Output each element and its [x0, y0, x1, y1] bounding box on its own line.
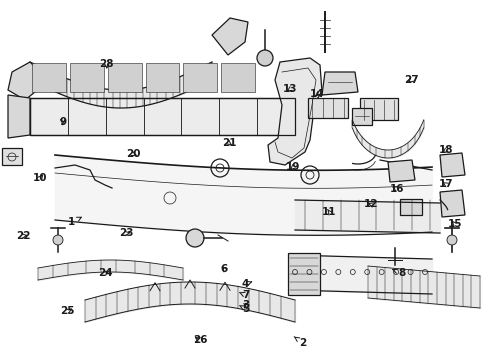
Bar — [288, 253, 320, 295]
Text: 27: 27 — [404, 75, 419, 85]
Text: 17: 17 — [439, 179, 453, 189]
Text: 28: 28 — [99, 59, 114, 69]
Bar — [30, 98, 295, 135]
Text: 20: 20 — [126, 149, 141, 159]
Bar — [221, 63, 255, 92]
Bar — [70, 63, 104, 92]
Bar — [30, 98, 295, 135]
Text: 11: 11 — [322, 207, 337, 217]
Bar — [183, 63, 217, 92]
Text: 3: 3 — [243, 300, 249, 310]
Polygon shape — [212, 18, 248, 55]
Bar — [108, 63, 142, 92]
Text: 25: 25 — [60, 306, 75, 316]
Text: 1: 1 — [68, 217, 81, 228]
Text: 10: 10 — [33, 173, 48, 183]
Polygon shape — [8, 62, 40, 100]
Text: 8: 8 — [392, 268, 405, 278]
Text: 21: 21 — [222, 138, 237, 148]
Text: 4: 4 — [241, 279, 252, 289]
Text: 6: 6 — [221, 264, 228, 274]
Text: 9: 9 — [59, 117, 66, 127]
Polygon shape — [352, 108, 372, 125]
Text: 2: 2 — [294, 337, 306, 348]
Polygon shape — [268, 58, 322, 165]
Text: 26: 26 — [193, 335, 207, 345]
Text: 22: 22 — [16, 231, 31, 241]
Polygon shape — [440, 190, 465, 217]
Text: 16: 16 — [390, 184, 404, 194]
Polygon shape — [388, 160, 415, 182]
Polygon shape — [322, 72, 358, 95]
Bar — [32, 63, 66, 92]
Polygon shape — [2, 148, 22, 165]
Bar — [146, 63, 179, 92]
Text: 19: 19 — [286, 162, 300, 172]
Circle shape — [447, 235, 457, 245]
Circle shape — [186, 229, 204, 247]
Circle shape — [257, 50, 273, 66]
Text: 18: 18 — [439, 145, 453, 156]
Text: 14: 14 — [310, 89, 325, 99]
Polygon shape — [8, 95, 30, 138]
Polygon shape — [440, 153, 465, 177]
Text: 24: 24 — [98, 268, 113, 278]
Circle shape — [53, 235, 63, 245]
Text: 13: 13 — [283, 84, 297, 94]
Bar — [308, 98, 348, 118]
Bar — [400, 199, 422, 215]
Text: 7: 7 — [240, 290, 250, 300]
Text: 12: 12 — [364, 199, 379, 210]
Text: 23: 23 — [119, 228, 134, 238]
Bar — [360, 98, 398, 120]
Text: 5: 5 — [240, 304, 249, 314]
Text: 15: 15 — [447, 219, 462, 229]
